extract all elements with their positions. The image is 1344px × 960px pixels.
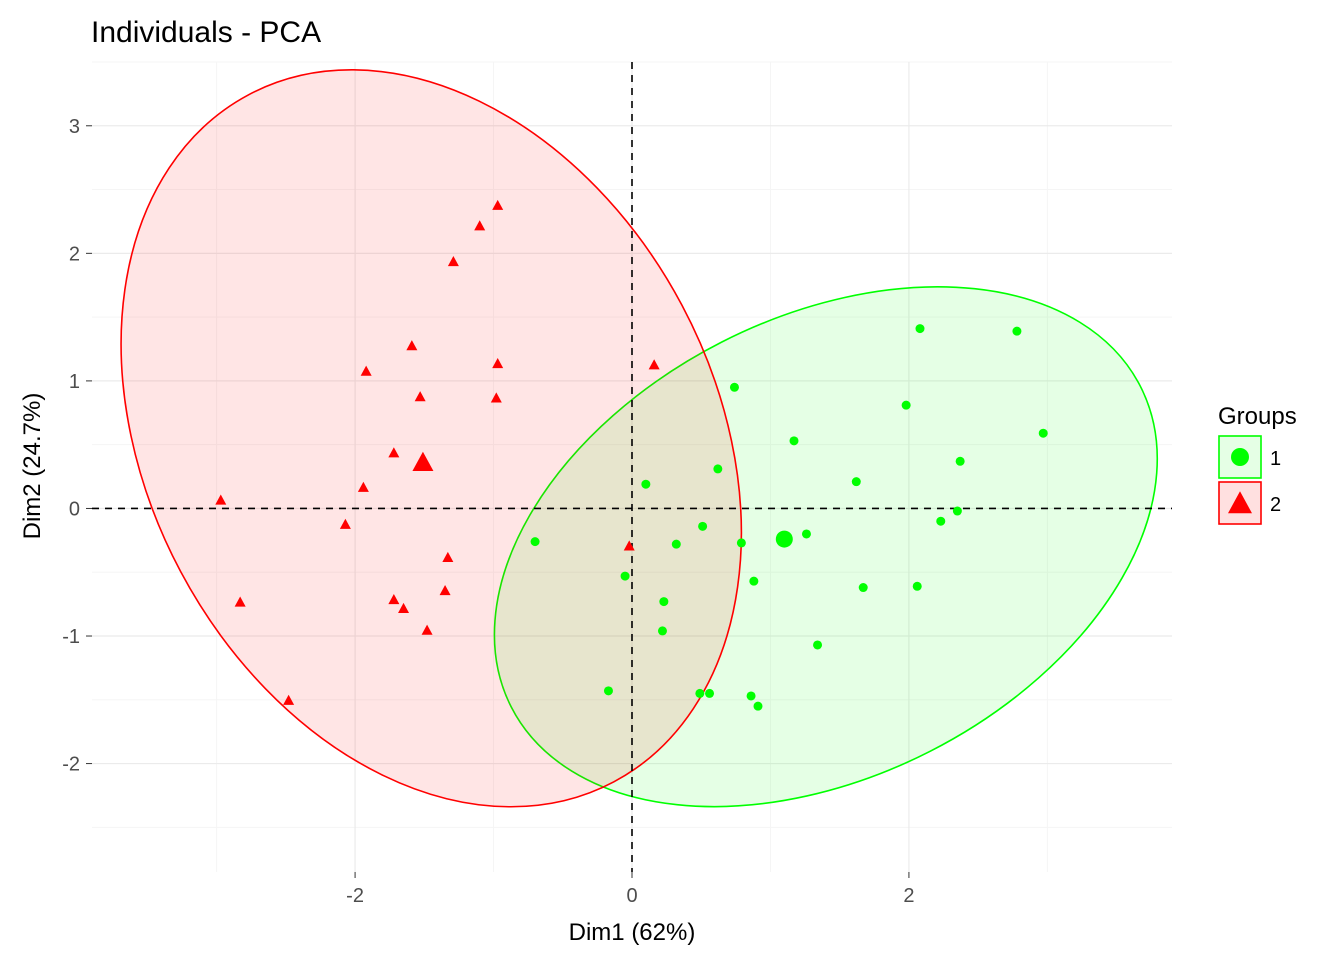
point-group-1 [620,571,630,581]
point-group-2 [421,624,433,635]
point-group-2 [388,447,400,458]
legend-triangle-icon [1228,491,1252,514]
point-group-2 [474,220,486,231]
point-group-1 [530,537,540,547]
point-group-2 [215,494,227,505]
point-group-1 [729,382,739,392]
point-group-1 [698,521,708,531]
point-group-1 [695,688,705,698]
x-tick-label: 2 [903,885,914,907]
point-group-2 [414,391,426,402]
y-tick-label: 2 [69,243,80,265]
point-group-1 [955,456,965,466]
chart-title: Individuals - PCA [91,16,321,49]
centroid-group-1 [775,530,793,548]
point-group-1 [1038,428,1048,438]
point-group-2 [447,255,459,267]
point-group-2 [360,365,372,376]
legend-label-2: 2 [1270,494,1281,516]
point-group-2 [492,357,504,369]
point-group-1 [851,477,861,487]
point-group-2 [492,199,504,210]
reference-lines [92,62,1172,872]
point-group-2 [234,596,246,607]
point-group-1 [813,640,823,650]
point-group-2 [623,540,635,551]
group-centroids [412,451,793,548]
legend-circle-icon [1231,448,1249,466]
point-group-1 [736,538,746,548]
point-group-1 [801,529,811,539]
y-tick-label: -2 [62,754,80,776]
point-group-2 [283,694,295,705]
point-group-2 [648,359,660,370]
point-group-1 [657,626,667,636]
y-tick-label: 1 [69,371,80,393]
point-group-1 [705,688,715,698]
point-group-1 [789,436,799,446]
y-tick-label: -1 [62,626,80,648]
point-group-1 [713,464,723,474]
ellipse-group-2 [120,69,743,808]
legend: Groups 1 2 [1218,403,1297,525]
point-group-2 [490,392,502,403]
point-group-2 [388,593,400,605]
point-group-2 [357,481,369,492]
point-group-2 [442,551,454,562]
x-axis-label: Dim1 (62%) [569,919,696,946]
data-points [215,199,1048,711]
point-group-1 [603,686,613,696]
x-axis-ticks: -2 0 2 [346,872,914,907]
point-group-1 [659,597,669,607]
legend-title: Groups [1218,403,1297,430]
y-tick-label: 3 [69,116,80,138]
point-group-2 [398,602,410,614]
x-tick-label: 0 [626,885,637,907]
y-tick-label: 0 [69,498,80,520]
legend-label-1: 1 [1270,448,1281,470]
confidence-ellipses [120,69,1159,808]
point-group-2 [406,340,418,351]
centroid-group-2 [412,451,434,472]
point-group-1 [936,516,946,526]
point-group-1 [641,479,651,489]
x-tick-label: -2 [346,885,364,907]
y-axis-label: Dim2 (24.7%) [19,393,46,540]
point-group-1 [858,583,868,593]
y-axis-ticks: -2 -1 0 1 2 3 [62,116,92,776]
point-group-1 [901,400,911,410]
point-group-1 [753,701,763,711]
point-group-1 [912,581,922,591]
point-group-1 [746,691,756,701]
point-group-1 [952,506,962,516]
point-group-2 [339,518,351,529]
point-group-1 [749,576,759,586]
point-group-2 [439,585,451,596]
point-group-1 [671,539,681,549]
point-group-1 [1012,326,1022,336]
legend-key-1 [1218,435,1262,479]
ellipse-group-1 [493,286,1159,808]
point-group-1 [915,324,925,334]
